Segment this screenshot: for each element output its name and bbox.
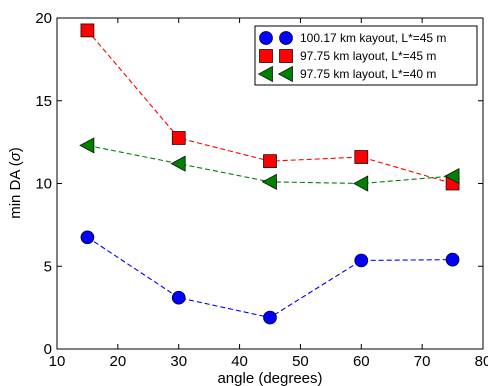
legend-marker-2a [259, 49, 273, 63]
legend-marker-3a [257, 65, 273, 83]
series-2-point-2 [171, 131, 186, 145]
series-1-point-5 [445, 252, 460, 267]
y-tick-label: 5 [44, 258, 52, 275]
series-1-point-4 [354, 253, 369, 268]
ticks-layer: 10 20 30 40 50 60 70 80 0 5 10 15 20 [35, 10, 488, 370]
series-layer [79, 23, 460, 325]
legend-label-3: 97.75 km layout, L*=40 m [300, 67, 436, 81]
x-tick-label: 60 [353, 353, 370, 370]
legend-entry-3: 97.75 km layout, L*=40 m [257, 65, 436, 83]
legend-marker-1b [279, 31, 293, 45]
series-1-point-1 [80, 230, 95, 245]
series-3-point-4 [353, 175, 369, 192]
y-tick-label: 10 [35, 176, 52, 193]
y-axis-title-close: ) [7, 147, 24, 152]
legend-marker-3b [277, 65, 293, 83]
legend-label-1: 100.17 km kayout, L*=45 m [300, 31, 446, 45]
y-axis-title-sigma: σ [7, 151, 24, 161]
x-tick-label: 50 [292, 353, 309, 370]
series-3-point-2 [170, 155, 186, 172]
legend-marker-2b [279, 49, 293, 63]
x-tick-label: 80 [475, 353, 488, 370]
x-tick-label: 70 [414, 353, 431, 370]
series-1-point-2 [171, 290, 186, 305]
series-3-point-5 [444, 167, 460, 185]
x-axis-title: angle (degrees) [217, 370, 322, 386]
series-1-point-3 [263, 310, 277, 325]
legend-entry-2: 97.75 km layout, L*=45 m [259, 49, 436, 63]
series-2-point-4 [354, 150, 369, 164]
series-1 [80, 230, 460, 325]
series-2-point-1 [80, 23, 95, 38]
x-tick-label: 20 [110, 353, 127, 370]
y-axis-title: min DA (σ) [7, 147, 24, 219]
x-tick-label: 30 [170, 353, 187, 370]
x-tick-label: 10 [49, 353, 66, 370]
series-3-point-1 [79, 137, 95, 154]
series-2 [80, 23, 460, 191]
legend-label-2: 97.75 km layout, L*=45 m [300, 49, 436, 63]
series-2-point-3 [263, 154, 277, 169]
x-tick-label: 40 [231, 353, 248, 370]
legend-marker-1a [259, 31, 273, 45]
y-axis-title-main: min DA ( [7, 161, 24, 219]
y-tick-label: 15 [35, 93, 52, 110]
series-3 [79, 137, 460, 192]
legend: 100.17 km kayout, L*=45 m 97.75 km layout… [254, 25, 478, 86]
legend-entry-1: 100.17 km kayout, L*=45 m [259, 31, 446, 45]
y-tick-label: 20 [35, 10, 52, 27]
y-tick-label: 0 [44, 341, 52, 358]
series-3-point-3 [261, 173, 277, 190]
